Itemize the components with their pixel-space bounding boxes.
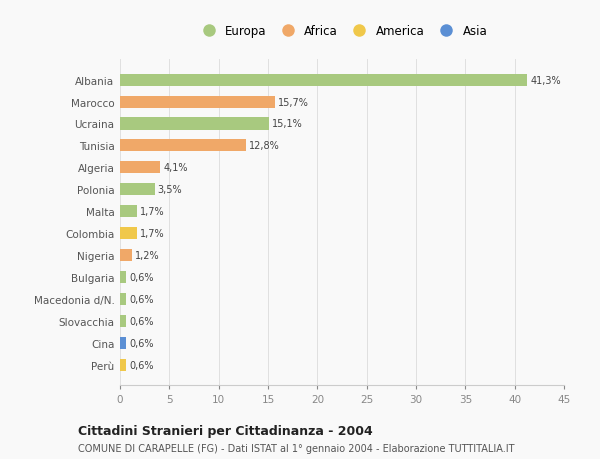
Bar xyxy=(120,184,155,196)
Bar xyxy=(120,337,126,349)
Bar xyxy=(120,140,246,152)
Bar xyxy=(120,293,126,305)
Bar xyxy=(120,96,275,108)
Bar xyxy=(120,271,126,283)
Text: 4,1%: 4,1% xyxy=(163,163,188,173)
Bar xyxy=(120,74,527,86)
Bar xyxy=(120,118,269,130)
Text: 3,5%: 3,5% xyxy=(157,185,182,195)
Bar xyxy=(120,206,137,218)
Text: 12,8%: 12,8% xyxy=(249,141,280,151)
Text: 0,6%: 0,6% xyxy=(129,272,154,282)
Bar xyxy=(120,249,132,262)
Bar xyxy=(120,359,126,371)
Text: 0,6%: 0,6% xyxy=(129,316,154,326)
Text: Cittadini Stranieri per Cittadinanza - 2004: Cittadini Stranieri per Cittadinanza - 2… xyxy=(78,425,373,437)
Text: 15,7%: 15,7% xyxy=(278,97,309,107)
Bar xyxy=(120,315,126,327)
Text: 1,7%: 1,7% xyxy=(140,207,164,217)
Text: 15,1%: 15,1% xyxy=(272,119,302,129)
Text: 1,7%: 1,7% xyxy=(140,229,164,239)
Text: 0,6%: 0,6% xyxy=(129,360,154,369)
Legend: Europa, Africa, America, Asia: Europa, Africa, America, Asia xyxy=(192,20,492,42)
Text: 41,3%: 41,3% xyxy=(530,76,561,85)
Bar xyxy=(120,162,160,174)
Text: 0,6%: 0,6% xyxy=(129,294,154,304)
Text: 1,2%: 1,2% xyxy=(135,251,160,260)
Bar xyxy=(120,228,137,240)
Text: 0,6%: 0,6% xyxy=(129,338,154,348)
Text: COMUNE DI CARAPELLE (FG) - Dati ISTAT al 1° gennaio 2004 - Elaborazione TUTTITAL: COMUNE DI CARAPELLE (FG) - Dati ISTAT al… xyxy=(78,443,515,453)
